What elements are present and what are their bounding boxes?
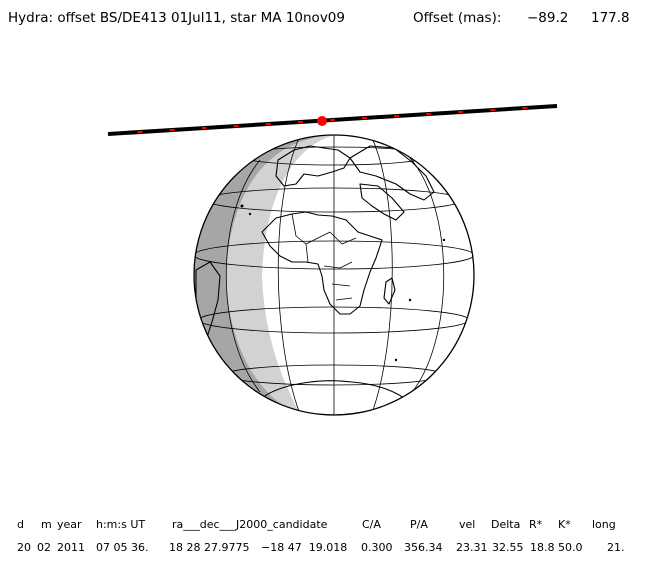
value-ca: 0.300 [361, 541, 393, 554]
value-long: 21. [607, 541, 625, 554]
event-title: Hydra: offset BS/DE413 01Jul11, star MA … [8, 10, 345, 26]
earth-disk [194, 135, 474, 415]
col-header-year: year [57, 518, 82, 531]
island [408, 298, 412, 302]
africa-outline [261, 211, 383, 315]
island [442, 238, 446, 242]
col-header-vel: vel [459, 518, 476, 531]
col-header-ca: C/A [362, 518, 381, 531]
col-header-day: d [17, 518, 24, 531]
time-ticks [137, 106, 528, 134]
shadow-path [107, 104, 558, 136]
value-year: 2011 [57, 541, 85, 554]
meridian-line [371, 137, 393, 414]
value-day: 20 [17, 541, 31, 554]
value-ra: 18 28 27.9775 [169, 541, 250, 554]
internal-borders [291, 213, 357, 301]
island [240, 204, 244, 208]
europe-outline [275, 145, 351, 187]
meridian-line [225, 159, 261, 393]
offset-label: Offset (mas): [413, 10, 502, 26]
earth-limb [193, 134, 475, 416]
col-header-time: h:m:s UT [96, 518, 146, 531]
col-header-kstar: K* [558, 518, 571, 531]
meridian-line [409, 157, 445, 396]
col-header-delta: Delta [491, 518, 521, 531]
value-pa: 356.34 [404, 541, 443, 554]
madagascar-outline [383, 277, 396, 305]
closest-approach-marker [317, 116, 327, 126]
plot-title: Hydra: offset BS/DE413 01Jul11, star MA … [8, 10, 638, 30]
col-header-long: long [592, 518, 616, 531]
value-rstar: 18.8 [530, 541, 555, 554]
col-header-rstar: R* [529, 518, 543, 531]
value-kstar: 50.0 [558, 541, 583, 554]
night-side [194, 135, 334, 415]
col-header-radec: ra___dec___J2000_candidate [172, 518, 328, 531]
value-month: 02 [37, 541, 51, 554]
asia-outline [349, 145, 435, 201]
value-delta: 32.55 [492, 541, 524, 554]
offset-y-value: 177.8 [591, 10, 630, 26]
island [394, 358, 398, 362]
value-time: 07 05 36. [96, 541, 149, 554]
value-vel: 23.31 [456, 541, 488, 554]
col-header-month: m [41, 518, 52, 531]
col-header-pa: P/A [410, 518, 428, 531]
middle-east-outline [359, 183, 405, 221]
islands [240, 204, 446, 362]
meridian-line [277, 135, 301, 415]
offset-x-value: −89.2 [527, 10, 569, 26]
twilight-band [226, 135, 334, 414]
island [248, 212, 252, 216]
value-dec: −18 47 19.018 [261, 541, 348, 554]
